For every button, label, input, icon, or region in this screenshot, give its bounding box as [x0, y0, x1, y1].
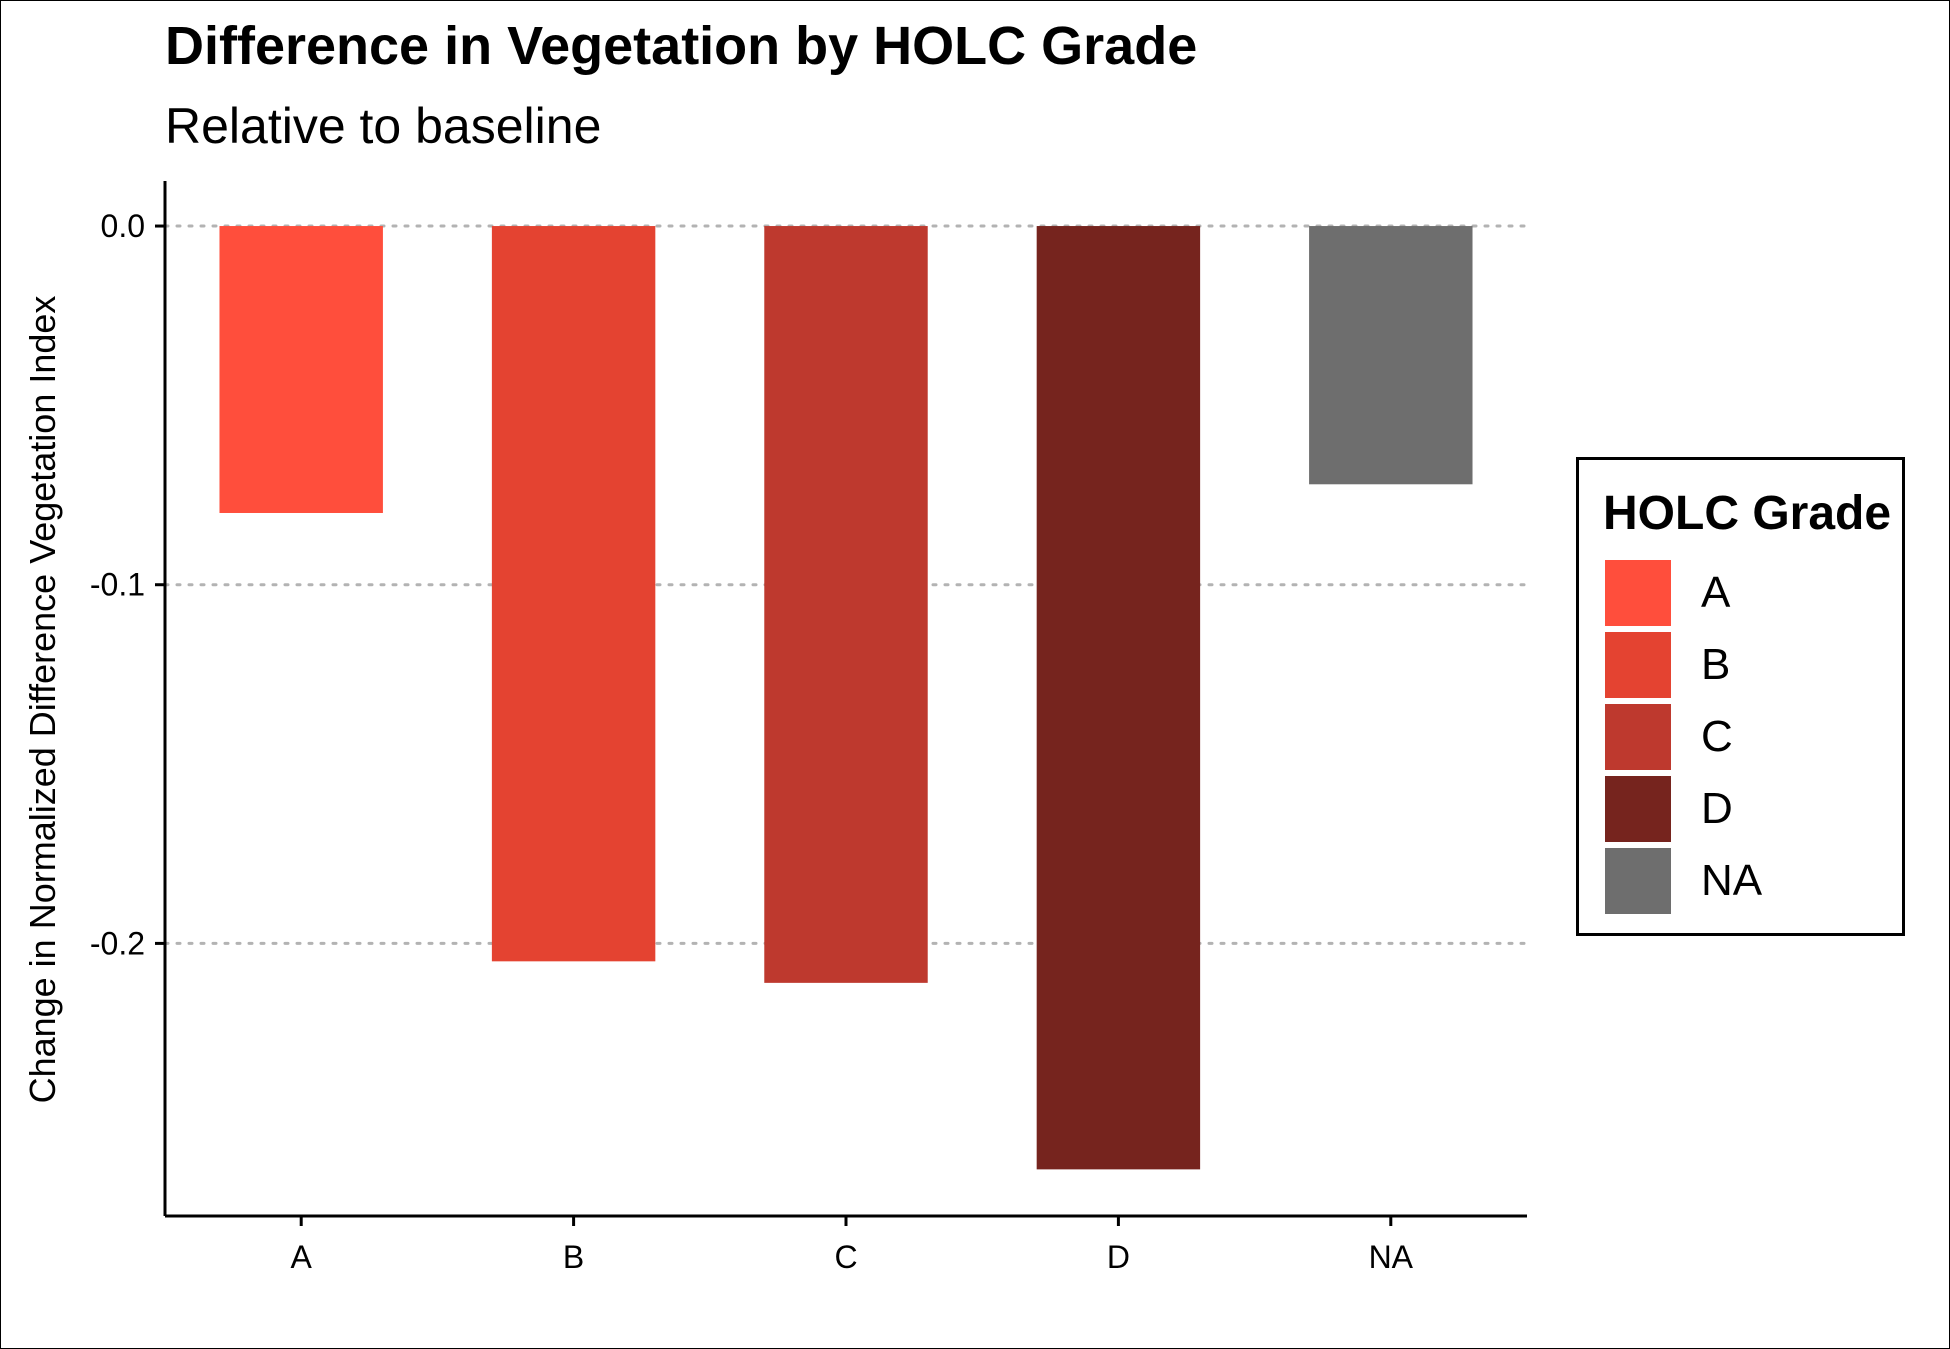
- x-tick-label-c: C: [834, 1239, 857, 1275]
- legend-swatch-b: [1605, 632, 1671, 698]
- y-tick-label-2: -0.2: [90, 925, 145, 961]
- bar-c: [764, 226, 928, 983]
- legend-item-c: C: [1605, 704, 1885, 774]
- bar-na: [1309, 226, 1473, 485]
- legend-swatch-a: [1605, 560, 1671, 626]
- legend-swatch-d: [1605, 776, 1671, 842]
- bar-d: [1036, 226, 1201, 1170]
- legend-item-b: B: [1605, 632, 1885, 702]
- legend-item-a: A: [1605, 560, 1885, 630]
- x-tick-label-na: NA: [1369, 1239, 1414, 1275]
- legend-item-d: D: [1605, 776, 1885, 846]
- chart-subtitle: Relative to baseline: [165, 98, 602, 154]
- x-tick-label-b: B: [563, 1239, 584, 1275]
- legend-label-d: D: [1701, 784, 1733, 833]
- bar-a: [219, 226, 383, 513]
- legend-label-a: A: [1701, 568, 1731, 617]
- x-tick-label-a: A: [291, 1239, 313, 1275]
- x-tick-label-d: D: [1107, 1239, 1130, 1275]
- bar-b: [491, 226, 656, 962]
- legend-title: HOLC Grade: [1603, 487, 1892, 540]
- legend-swatch-na: [1605, 848, 1671, 914]
- legend-label-b: B: [1701, 640, 1731, 689]
- y-tick-label-0: 0.0: [101, 208, 145, 244]
- legend-label-c: C: [1701, 712, 1733, 761]
- chart-title: Difference in Vegetation by HOLC Grade: [165, 16, 1198, 76]
- y-tick-label-1: -0.1: [90, 567, 145, 603]
- legend: HOLC Grade A B C D NA: [1576, 457, 1905, 936]
- legend-item-na: NA: [1605, 848, 1885, 918]
- legend-swatch-c: [1605, 704, 1671, 770]
- legend-label-na: NA: [1701, 856, 1763, 905]
- y-axis-title: Change in Normalized Difference Vegetati…: [22, 296, 63, 1104]
